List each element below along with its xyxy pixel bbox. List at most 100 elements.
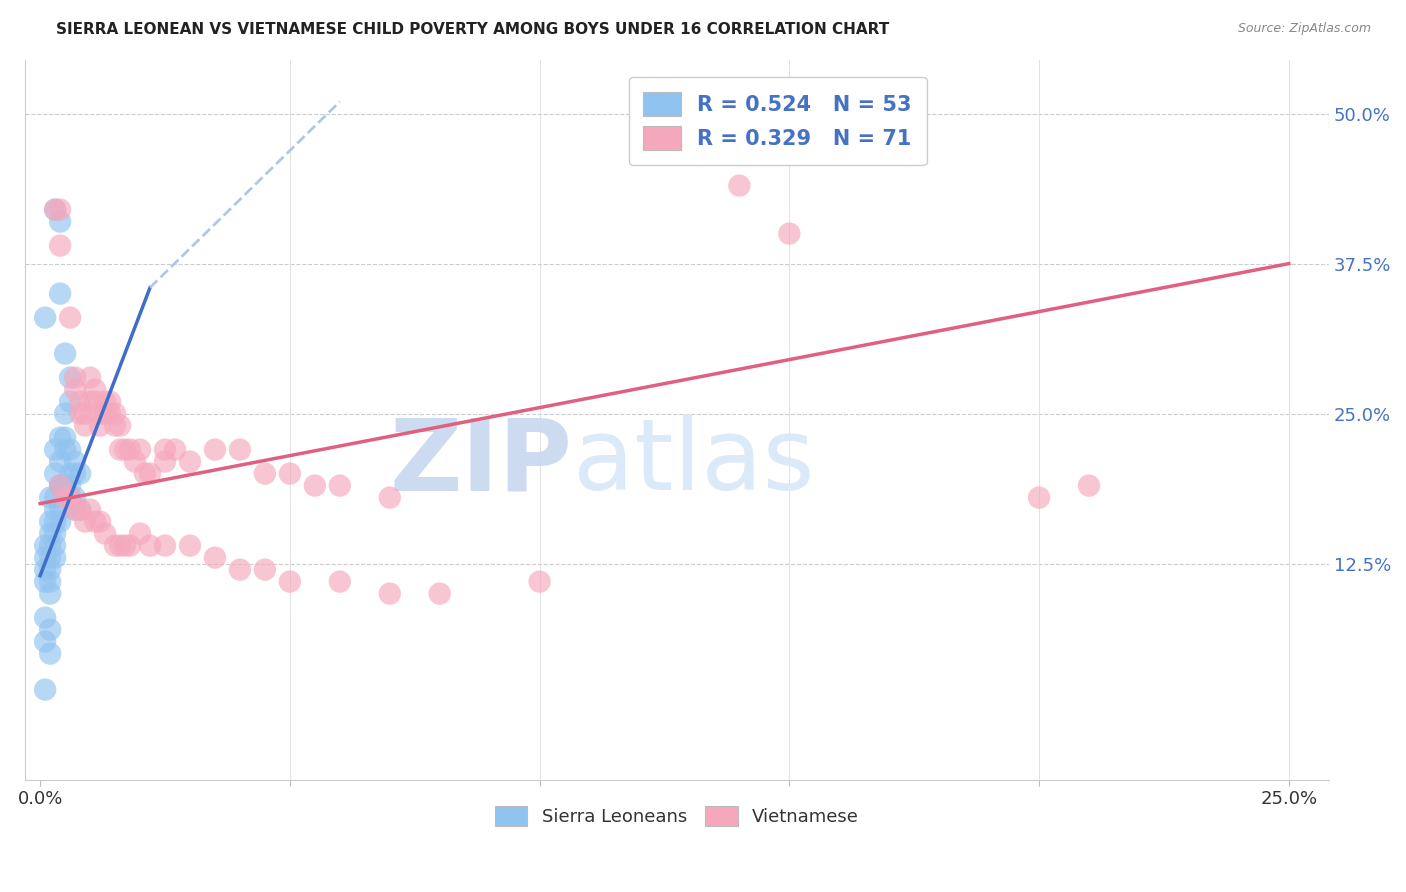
Point — [778, 227, 800, 241]
Point — [153, 442, 176, 457]
Point — [94, 394, 117, 409]
Point — [304, 478, 326, 492]
Point — [39, 539, 62, 553]
Point — [79, 370, 101, 384]
Text: atlas: atlas — [572, 414, 814, 511]
Point — [329, 478, 352, 492]
Point — [53, 491, 76, 505]
Point — [49, 502, 72, 516]
Point — [108, 539, 131, 553]
Point — [129, 526, 152, 541]
Point — [34, 574, 56, 589]
Point — [44, 526, 66, 541]
Point — [59, 310, 82, 325]
Point — [229, 563, 252, 577]
Point — [104, 418, 127, 433]
Point — [89, 515, 111, 529]
Point — [63, 502, 86, 516]
Point — [49, 515, 72, 529]
Point — [63, 491, 86, 505]
Point — [114, 442, 136, 457]
Point — [378, 491, 401, 505]
Point — [34, 550, 56, 565]
Point — [49, 454, 72, 468]
Point — [75, 418, 97, 433]
Point — [39, 586, 62, 600]
Point — [53, 491, 76, 505]
Point — [253, 467, 276, 481]
Point — [75, 515, 97, 529]
Point — [84, 383, 107, 397]
Point — [89, 407, 111, 421]
Point — [129, 442, 152, 457]
Point — [34, 563, 56, 577]
Point — [44, 550, 66, 565]
Point — [108, 442, 131, 457]
Point — [118, 442, 141, 457]
Point — [329, 574, 352, 589]
Point — [44, 202, 66, 217]
Point — [39, 647, 62, 661]
Point — [49, 238, 72, 252]
Point — [98, 394, 121, 409]
Point — [39, 574, 62, 589]
Legend: Sierra Leoneans, Vietnamese: Sierra Leoneans, Vietnamese — [486, 797, 868, 836]
Point — [34, 634, 56, 648]
Point — [728, 178, 751, 193]
Point — [153, 454, 176, 468]
Point — [63, 383, 86, 397]
Point — [253, 563, 276, 577]
Point — [44, 502, 66, 516]
Point — [39, 526, 62, 541]
Point — [69, 502, 91, 516]
Point — [59, 491, 82, 505]
Point — [63, 454, 86, 468]
Point — [94, 407, 117, 421]
Point — [49, 202, 72, 217]
Point — [49, 431, 72, 445]
Point — [84, 515, 107, 529]
Point — [59, 478, 82, 492]
Point — [139, 467, 162, 481]
Point — [59, 467, 82, 481]
Point — [59, 370, 82, 384]
Point — [39, 563, 62, 577]
Point — [179, 539, 201, 553]
Point — [34, 610, 56, 624]
Point — [118, 539, 141, 553]
Point — [39, 515, 62, 529]
Point — [1028, 491, 1050, 505]
Point — [44, 202, 66, 217]
Point — [89, 418, 111, 433]
Text: Source: ZipAtlas.com: Source: ZipAtlas.com — [1237, 22, 1371, 36]
Point — [1078, 478, 1101, 492]
Point — [63, 370, 86, 384]
Point — [429, 586, 451, 600]
Point — [69, 502, 91, 516]
Point — [53, 442, 76, 457]
Point — [204, 442, 226, 457]
Point — [529, 574, 551, 589]
Point — [69, 467, 91, 481]
Point — [104, 539, 127, 553]
Point — [229, 442, 252, 457]
Point — [98, 407, 121, 421]
Point — [44, 515, 66, 529]
Point — [278, 574, 301, 589]
Point — [34, 682, 56, 697]
Point — [63, 502, 86, 516]
Point — [69, 407, 91, 421]
Point — [104, 407, 127, 421]
Point — [114, 539, 136, 553]
Point — [79, 502, 101, 516]
Point — [53, 431, 76, 445]
Point — [39, 623, 62, 637]
Point — [278, 467, 301, 481]
Point — [63, 467, 86, 481]
Point — [53, 407, 76, 421]
Point — [59, 394, 82, 409]
Point — [108, 418, 131, 433]
Point — [179, 454, 201, 468]
Point — [44, 539, 66, 553]
Point — [75, 407, 97, 421]
